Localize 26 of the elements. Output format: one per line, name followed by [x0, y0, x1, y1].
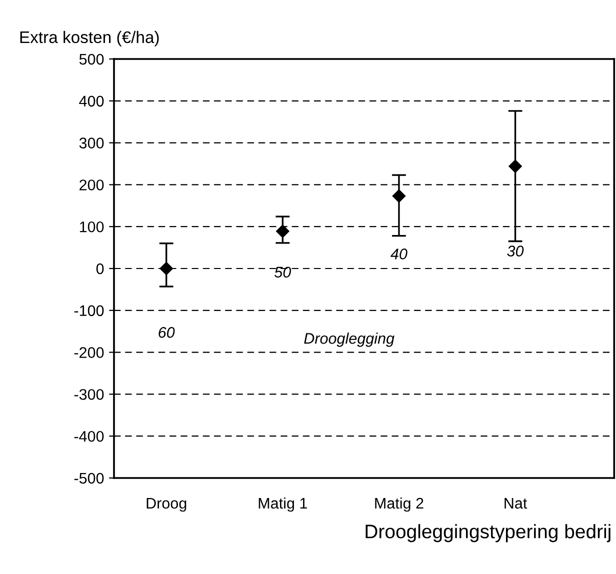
y-tick-label: 500 [79, 54, 104, 65]
x-tick-label: Matig 1 [258, 497, 307, 512]
y-tick-label: 400 [79, 96, 104, 107]
y-tick-label: -200 [74, 347, 104, 358]
annotation: 50 [274, 266, 292, 278]
y-tick-label: -400 [74, 430, 104, 442]
annotation: 60 [158, 327, 175, 338]
point [276, 224, 290, 238]
x-tick-label: Nat [504, 498, 528, 509]
y-axis-title: Extra kosten (€/ha) [20, 30, 159, 46]
x-tick-label: Droog [146, 498, 186, 512]
y-tick-label: 200 [80, 180, 104, 190]
annotation: 40 [390, 248, 408, 260]
y-tick-label: -300 [74, 389, 104, 400]
y-tick-label: -100 [74, 305, 104, 316]
y-tick-label: -500 [74, 472, 104, 484]
point [508, 160, 522, 173]
point [160, 262, 173, 276]
y-tick-label: 0 [96, 263, 104, 274]
y-tick-label: 300 [79, 138, 104, 148]
x-axis-title: Droogleggingstypering bedrij [366, 524, 610, 542]
y-tick-label: 100 [80, 221, 104, 232]
x-tick-label: Matig 2 [375, 497, 424, 512]
point [392, 189, 406, 203]
annotation: 30 [507, 246, 524, 256]
annotation: Drooglegging [304, 332, 394, 347]
